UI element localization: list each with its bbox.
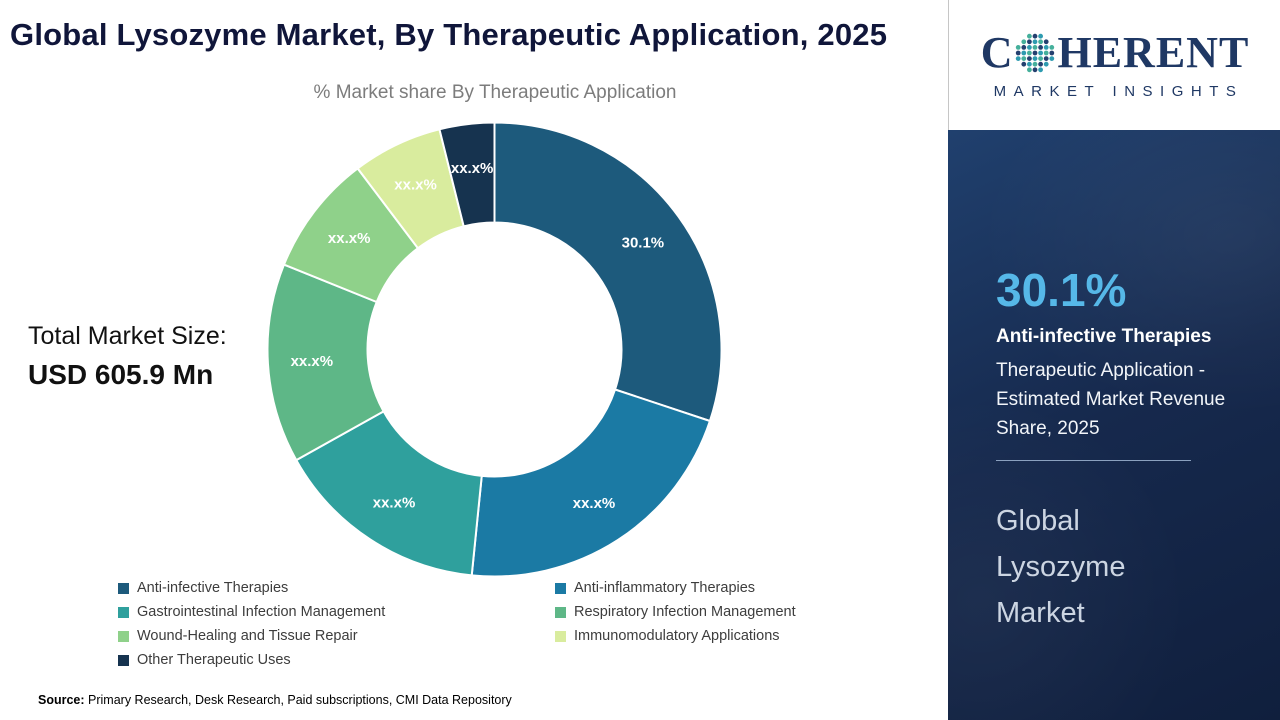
- donut-segment-1: [493, 121, 723, 423]
- globe-dot: [1038, 50, 1044, 55]
- panel-divider: [996, 460, 1191, 461]
- globe-dot: [1033, 44, 1038, 50]
- globe-dot: [1038, 55, 1044, 61]
- globe-dot: [1044, 55, 1050, 61]
- donut-segment-2: [470, 388, 712, 578]
- globe-dot: [1044, 44, 1050, 50]
- legend-item: Gastrointestinal Infection Management: [118, 604, 555, 621]
- market-name: Global Lysozyme Market: [996, 505, 1126, 629]
- slice-label: xx.x%: [451, 160, 494, 177]
- donut-chart: 30.1% xx.x% xx.x% xx.x% xx.x% xx.x% xx.x%: [266, 121, 723, 578]
- globe-dot: [1027, 33, 1033, 39]
- globe-dot: [1016, 44, 1022, 50]
- legend-label: Other Therapeutic Uses: [137, 652, 291, 668]
- legend-swatch: [118, 655, 129, 666]
- legend-item: Other Therapeutic Uses: [118, 652, 555, 669]
- source-line: Source: Primary Research, Desk Research,…: [38, 693, 512, 707]
- legend-label: Respiratory Infection Management: [574, 604, 796, 620]
- globe-dot: [1044, 50, 1050, 55]
- globe-dot: [1038, 66, 1044, 72]
- donut-segment-7: [438, 121, 496, 228]
- globe-dot: [1033, 55, 1038, 61]
- legend-label: Gastrointestinal Infection Management: [137, 604, 386, 620]
- globe-dot: [1038, 38, 1044, 44]
- globe-dot: [1027, 61, 1033, 67]
- slice-label: xx.x%: [373, 494, 416, 511]
- globe-dot: [1038, 44, 1044, 50]
- source-text: Primary Research, Desk Research, Paid su…: [84, 693, 512, 707]
- dotted-globe-icon: [1016, 33, 1055, 72]
- legend-label: Anti-infective Therapies: [137, 580, 289, 596]
- slice-label: 30.1%: [622, 234, 665, 251]
- chart-title: % Market share By Therapeutic Applicatio…: [313, 82, 677, 103]
- side-panel: 30.1% Anti-infective Therapies Therapeut…: [948, 130, 1280, 720]
- legend-item: Anti-inflammatory Therapies: [555, 580, 796, 597]
- globe-dot: [1033, 50, 1038, 55]
- globe-dot: [1021, 44, 1027, 50]
- globe-dot: [1033, 66, 1038, 72]
- legend-label: Wound-Healing and Tissue Repair: [137, 628, 358, 644]
- globe-dot: [1033, 33, 1038, 39]
- page-title: Global Lysozyme Market, By Therapeutic A…: [10, 17, 888, 52]
- legend-swatch: [555, 607, 566, 618]
- legend-item: Anti-infective Therapies: [118, 580, 555, 597]
- globe-dot: [1021, 61, 1027, 67]
- legend-swatch: [118, 631, 129, 642]
- legend-item: Respiratory Infection Management: [555, 604, 796, 621]
- slice-label: xx.x%: [291, 353, 334, 370]
- total-market-size: Total Market Size: USD 605.9 Mn: [28, 322, 227, 391]
- brand-letter-c: C: [980, 27, 1014, 77]
- brand-name: C HERENT: [980, 27, 1250, 77]
- globe-dot: [1027, 66, 1033, 72]
- legend-item: Wound-Healing and Tissue Repair: [118, 628, 555, 645]
- globe-dot: [1027, 55, 1033, 61]
- legend-swatch: [555, 583, 566, 594]
- brand-logo: C HERENT MARKET INSIGHTS: [948, 0, 1280, 130]
- slice-label: xx.x%: [394, 176, 437, 193]
- globe-dot: [1016, 50, 1022, 55]
- globe-dot: [1021, 50, 1027, 55]
- total-market-size-value: USD 605.9 Mn: [28, 359, 214, 390]
- globe-dot: [1038, 33, 1044, 39]
- globe-dot: [1049, 50, 1055, 55]
- globe-dot: [1027, 38, 1033, 44]
- legend-swatch: [118, 583, 129, 594]
- legend-label: Immunomodulatory Applications: [574, 628, 780, 644]
- slice-label: xx.x%: [573, 495, 616, 512]
- globe-dot: [1021, 55, 1027, 61]
- globe-dot: [1049, 44, 1055, 50]
- source-label: Source:: [38, 693, 85, 707]
- globe-dot: [1033, 38, 1038, 44]
- globe-dot: [1038, 61, 1044, 67]
- slice-label: xx.x%: [328, 230, 371, 247]
- chart-legend: Anti-infective Therapies Anti-inflammator…: [118, 580, 796, 669]
- globe-dot: [1049, 55, 1055, 61]
- globe-dot: [1016, 55, 1022, 61]
- highlight-segment: Anti-infective Therapies: [996, 326, 1212, 347]
- globe-dot: [1021, 38, 1027, 44]
- globe-dot: [1044, 61, 1050, 67]
- brand-letters-rest: HERENT: [1057, 27, 1250, 77]
- highlight-description: Therapeutic Application - Estimated Mark…: [996, 360, 1226, 439]
- globe-dot: [1027, 50, 1033, 55]
- legend-item: Immunomodulatory Applications: [555, 628, 796, 645]
- legend-label: Anti-inflammatory Therapies: [574, 580, 756, 596]
- legend-swatch: [555, 631, 566, 642]
- highlight-value: 30.1%: [996, 264, 1127, 316]
- globe-dot: [1027, 44, 1033, 50]
- brand-tagline: MARKET INSIGHTS: [993, 82, 1244, 100]
- legend-swatch: [118, 607, 129, 618]
- globe-dot: [1044, 38, 1050, 44]
- total-market-size-label: Total Market Size:: [28, 322, 227, 350]
- globe-dot: [1033, 61, 1038, 67]
